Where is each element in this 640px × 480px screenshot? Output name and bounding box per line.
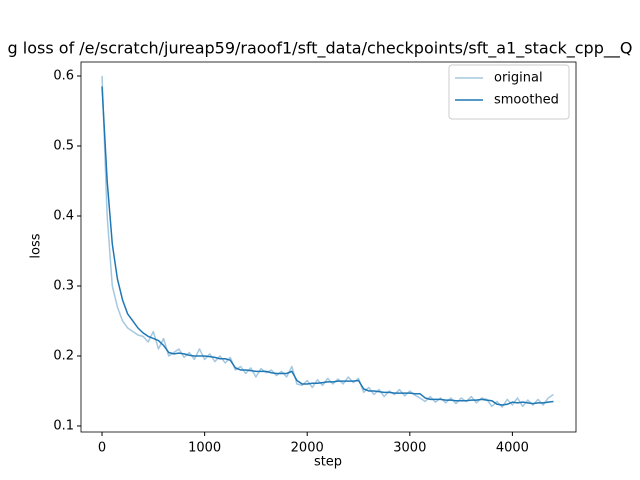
x-tick-label: 2000 [291,441,324,456]
y-tick-label: 0.1 [53,418,74,433]
y-tick-label: 0.2 [53,348,74,363]
series-line [101,75,554,408]
y-tick-label: 0.3 [53,278,74,293]
x-tick-label: 4000 [496,441,529,456]
series-line [101,86,554,406]
legend-label: original [494,71,543,86]
legend-label: smoothed [494,93,559,108]
y-tick-label: 0.5 [53,138,74,153]
chart-title: g loss of /e/scratch/jureap59/raoof1/sft… [8,39,633,59]
legend: original smoothed [448,64,570,120]
y-tick-label: 0.6 [53,68,74,83]
x-tick-label: 1000 [188,441,221,456]
plot-frame [80,61,577,433]
y-tick-label: 0.4 [53,208,74,223]
x-axis-label: step [314,455,342,470]
y-axis-label: loss [29,233,44,258]
x-tick-label: 0 [98,441,106,456]
x-tick-label: 3000 [393,441,426,456]
